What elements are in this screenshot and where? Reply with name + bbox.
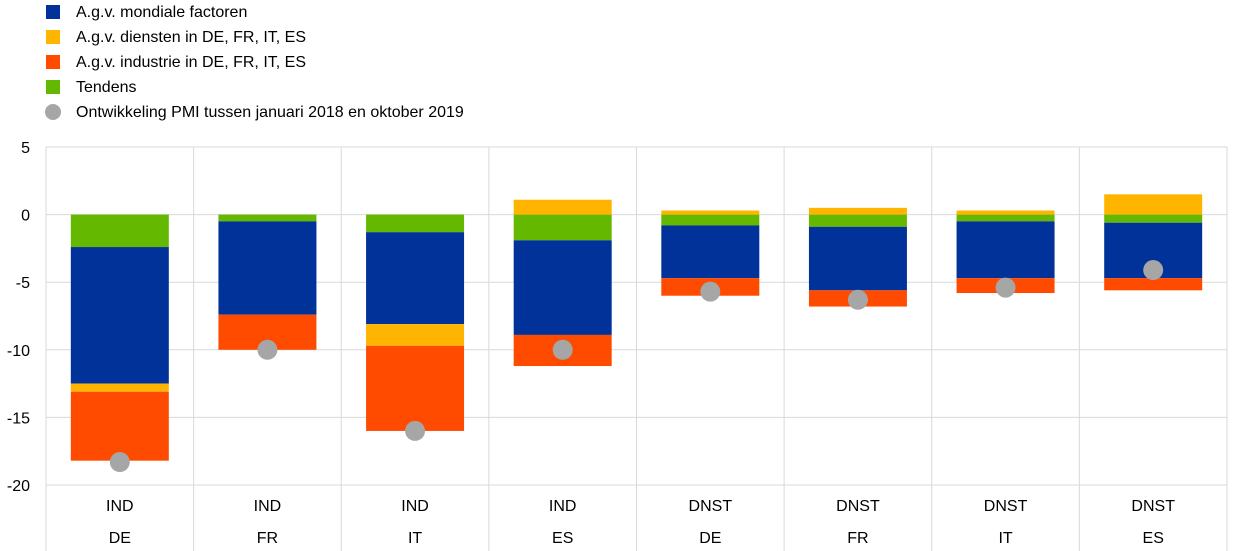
- bar-segment: [70, 391, 169, 461]
- bar-segment: [70, 247, 169, 384]
- bar-segment: [956, 214, 1055, 222]
- x-category-label-line1: IND: [254, 498, 282, 515]
- legend-label: A.g.v. industrie in DE, FR, IT, ES: [76, 54, 306, 71]
- bar-segment: [956, 221, 1055, 279]
- bar-segment: [70, 383, 169, 392]
- bar-segment: [513, 214, 612, 241]
- legend-item: Tendens: [46, 75, 464, 100]
- bar-segment: [1104, 194, 1203, 215]
- x-category-label-line1: IND: [401, 498, 429, 515]
- legend-label: Ontwikkeling PMI tussen januari 2018 en …: [76, 104, 464, 121]
- bar-segment: [218, 214, 317, 222]
- pmi-dot: [1143, 260, 1164, 281]
- legend-marker-circle: [45, 104, 61, 120]
- bar-segment: [661, 214, 760, 226]
- x-category-label-line2: FR: [847, 530, 868, 547]
- pmi-dot: [847, 289, 868, 310]
- y-tick-label: 0: [21, 208, 30, 225]
- pmi-dot: [700, 281, 721, 302]
- x-category-label-line2: IT: [998, 530, 1012, 547]
- legend-item: A.g.v. mondiale factoren: [46, 0, 464, 25]
- x-category-label-line2: IT: [408, 530, 422, 547]
- y-tick-label: -20: [7, 478, 30, 495]
- pmi-dot: [109, 452, 130, 473]
- y-tick-label: -5: [16, 275, 30, 292]
- bar-segment: [513, 240, 612, 335]
- y-tick-label: -15: [7, 410, 30, 427]
- bar-segment: [366, 324, 465, 346]
- legend-item: Ontwikkeling PMI tussen januari 2018 en …: [45, 100, 464, 125]
- legend-swatch: [46, 80, 60, 94]
- x-category-label-line2: DE: [109, 530, 131, 547]
- legend-label: A.g.v. mondiale factoren: [76, 4, 248, 21]
- bar-segment: [808, 214, 907, 227]
- bar-segment: [1104, 278, 1203, 291]
- x-category-label-line1: DNST: [1131, 498, 1175, 515]
- pmi-dot: [257, 339, 278, 360]
- legend-swatch: [46, 5, 60, 19]
- x-category-label-line2: DE: [699, 530, 721, 547]
- x-category-label-line1: DNST: [689, 498, 733, 515]
- x-category-label-line1: IND: [549, 498, 577, 515]
- x-category-label-line1: DNST: [984, 498, 1028, 515]
- bar-segment: [808, 207, 907, 215]
- legend-label: Tendens: [76, 79, 137, 96]
- legend-swatch: [46, 30, 60, 44]
- bar-segment: [513, 199, 612, 215]
- bar-segment: [661, 225, 760, 279]
- y-tick-label: -10: [7, 343, 30, 360]
- x-category-label-line1: DNST: [836, 498, 880, 515]
- legend-item: A.g.v. industrie in DE, FR, IT, ES: [46, 50, 464, 75]
- pmi-dot: [995, 277, 1016, 298]
- legend-label: A.g.v. diensten in DE, FR, IT, ES: [76, 29, 307, 46]
- bar-segment: [366, 345, 465, 431]
- bar-segment: [218, 221, 317, 315]
- bar-segment: [366, 214, 465, 233]
- bar-segment: [661, 210, 760, 215]
- x-category-label-line1: IND: [106, 498, 134, 515]
- bar-segment: [808, 226, 907, 291]
- bar-segment: [956, 210, 1055, 215]
- bar-segment: [366, 232, 465, 325]
- chart-legend: A.g.v. mondiale factoren A.g.v. diensten …: [45, 0, 464, 125]
- x-category-label-line2: ES: [552, 530, 573, 547]
- pmi-dot: [552, 339, 573, 360]
- y-tick-label: 5: [21, 140, 30, 157]
- legend-swatch: [46, 55, 60, 69]
- bar-segment: [1104, 214, 1203, 223]
- x-category-label-line2: ES: [1143, 530, 1164, 547]
- legend-item: A.g.v. diensten in DE, FR, IT, ES: [46, 25, 464, 50]
- x-category-label-line2: FR: [257, 530, 278, 547]
- bar-segment: [70, 214, 169, 248]
- pmi-dot: [405, 420, 426, 441]
